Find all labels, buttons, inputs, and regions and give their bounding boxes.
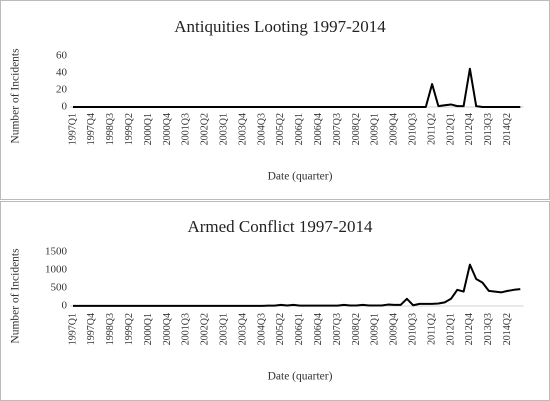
x-tick-label: 2010Q3: [407, 313, 418, 345]
x-tick-label: 2003Q1: [218, 313, 229, 345]
x-tick-label: 1999Q2: [124, 113, 135, 145]
x-tick-label: 2009Q4: [389, 313, 400, 345]
x-tick-label: 2008Q2: [351, 113, 362, 145]
chart-title: Antiquities Looting 1997-2014: [174, 17, 386, 36]
x-tick-label: 2006Q4: [313, 113, 324, 145]
x-tick-label: 2006Q1: [294, 313, 305, 345]
x-tick-label: 2000Q4: [162, 313, 173, 345]
x-tick-label: 2000Q4: [162, 113, 173, 145]
x-tick-label: 2012Q4: [464, 313, 475, 345]
x-tick-label: 1997Q1: [67, 313, 78, 345]
x-tick-label: 2001Q3: [181, 313, 192, 345]
y-tick-label: 60: [56, 50, 68, 62]
x-tick-label: 2003Q4: [237, 313, 248, 345]
x-axis-title: Date (quarter): [268, 171, 333, 183]
y-tick-label: 0: [62, 101, 68, 113]
x-tick-label: 2004Q3: [256, 113, 267, 145]
x-tick-label: 2002Q2: [200, 313, 211, 345]
x-tick-label: 1997Q4: [86, 313, 97, 345]
y-axis-title: Number of Incidents: [10, 248, 22, 344]
chart-title: Armed Conflict 1997-2014: [187, 217, 373, 236]
x-tick-label: 2003Q1: [218, 113, 229, 145]
x-tick-label: 2013Q3: [483, 313, 494, 345]
data-line: [73, 67, 521, 108]
x-tick-label: 2004Q3: [256, 313, 267, 345]
x-tick-label: 2008Q2: [351, 313, 362, 345]
x-tick-label: 2009Q1: [370, 113, 381, 145]
x-tick-label: 2000Q1: [143, 313, 154, 345]
x-tick-label: 2003Q4: [237, 113, 248, 145]
x-tick-label: 2014Q2: [502, 113, 513, 145]
x-tick-label: 2014Q2: [502, 313, 513, 345]
x-tick-label: 2011Q2: [426, 313, 437, 345]
x-tick-label: 2012Q1: [445, 313, 456, 345]
x-tick-label: 2010Q3: [407, 113, 418, 145]
data-line: [73, 263, 521, 307]
x-tick-label: 2013Q3: [483, 113, 494, 145]
x-tick-label: 2012Q1: [445, 113, 456, 145]
panel-border: [0, 201, 550, 401]
x-tick-label: 1998Q3: [105, 113, 116, 145]
x-tick-label: 2000Q1: [143, 113, 154, 145]
x-tick-label: 2002Q2: [200, 113, 211, 145]
x-axis-title: Date (quarter): [268, 371, 333, 383]
x-tick-label: 1998Q3: [105, 313, 116, 345]
y-axis-title: Number of Incidents: [10, 48, 22, 144]
y-tick-label: 0: [62, 300, 68, 312]
x-tick-label: 1997Q1: [67, 113, 78, 145]
x-tick-label: 2001Q3: [181, 113, 192, 145]
x-tick-label: 2012Q4: [464, 113, 475, 145]
y-tick-label: 20: [56, 84, 68, 96]
x-tick-label: 2009Q4: [389, 113, 400, 145]
y-tick-label: 500: [51, 282, 68, 294]
x-tick-label: 2007Q3: [332, 113, 343, 145]
x-tick-label: 2005Q2: [275, 313, 286, 345]
x-tick-label: 2006Q4: [313, 313, 324, 345]
y-tick-label: 1000: [45, 264, 68, 276]
x-tick-label: 2005Q2: [275, 113, 286, 145]
panel-border: [0, 0, 550, 200]
x-tick-label: 2011Q2: [426, 113, 437, 145]
y-tick-label: 40: [56, 67, 68, 79]
x-tick-label: 1997Q4: [86, 113, 97, 145]
x-tick-label: 2006Q1: [294, 113, 305, 145]
y-tick-label: 1500: [45, 246, 68, 258]
x-tick-label: 2009Q1: [370, 313, 381, 345]
x-tick-label: 2007Q3: [332, 313, 343, 345]
x-tick-label: 1999Q2: [124, 313, 135, 345]
